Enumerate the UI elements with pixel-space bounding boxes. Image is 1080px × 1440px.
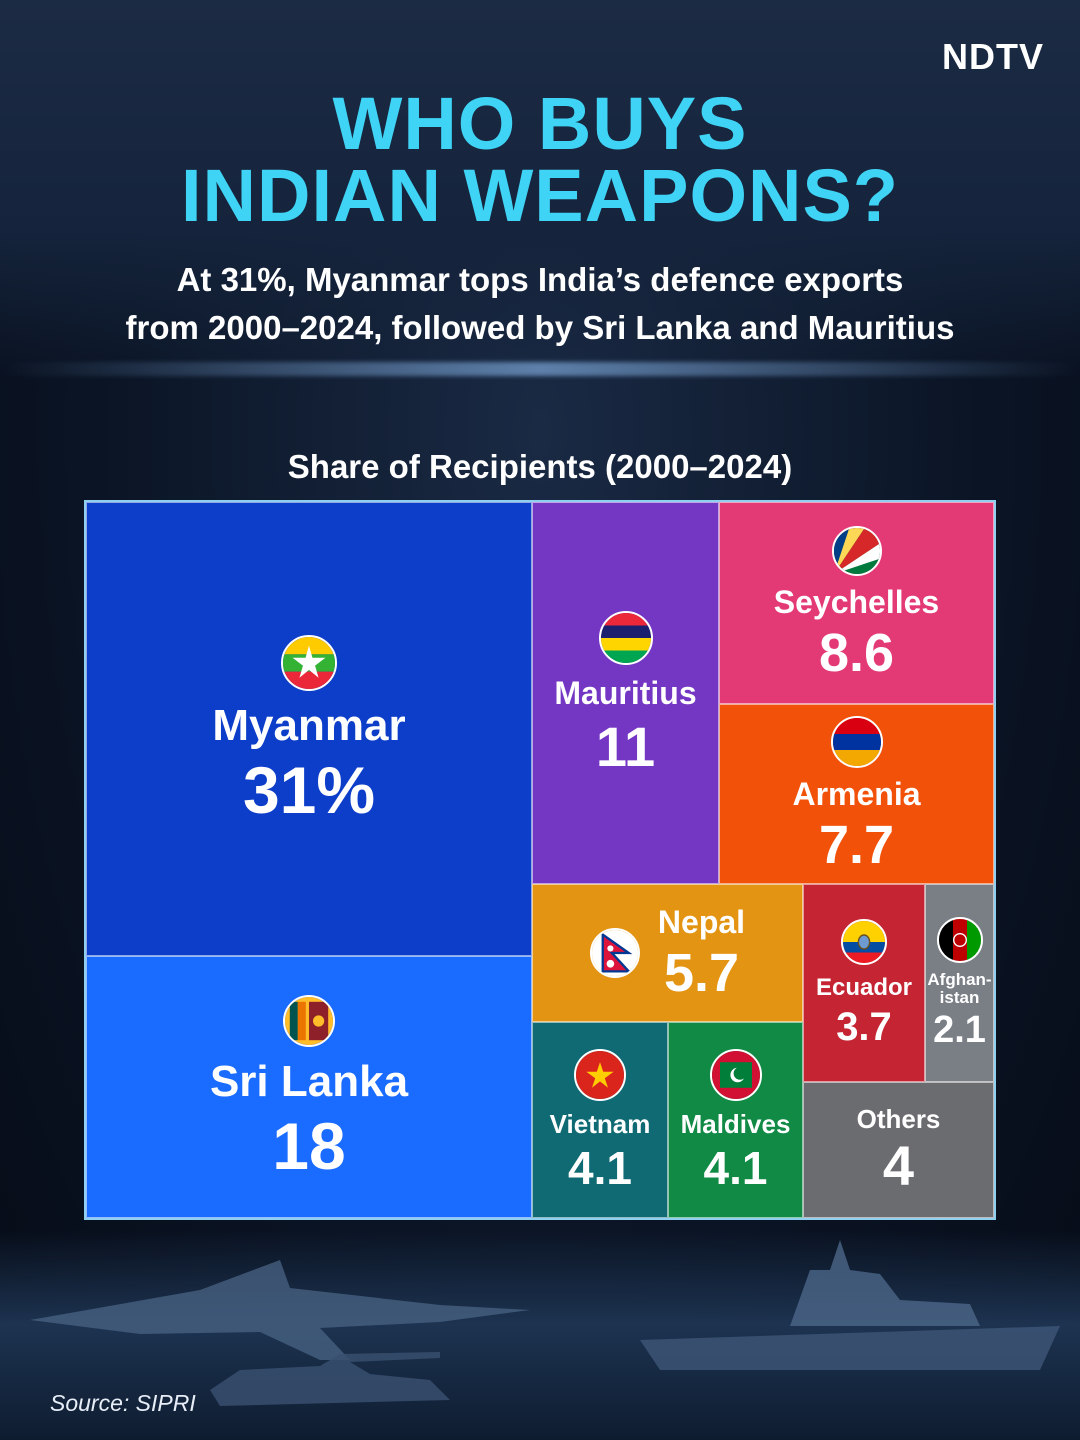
tile-value: 4.1 <box>568 1141 632 1194</box>
tile-label: Vietnam <box>549 1109 651 1140</box>
tile-others: Others 4 <box>803 1082 994 1218</box>
tile-text: Sri Lanka 18 <box>209 1056 409 1184</box>
tile-value: 4 <box>882 1133 915 1197</box>
tile-text: Nepal 5.7 <box>658 906 745 1000</box>
tile-label: Sri Lanka <box>209 1056 409 1106</box>
tile-ecuador: Ecuador 3.7 <box>803 884 925 1082</box>
page-title: WHO BUYS INDIAN WEAPONS? <box>0 82 1080 237</box>
tile-value: 18 <box>272 1109 346 1184</box>
tile-text: Maldives 4.1 <box>680 1109 791 1194</box>
tile-label: Myanmar <box>212 700 406 750</box>
ecuador-flag-icon <box>841 919 887 966</box>
tile-afghan-istan: Afghan- istan 2.1 <box>925 884 994 1082</box>
tile-sri-lanka: Sri Lanka 18 <box>86 956 532 1218</box>
tile-label: Mauritius <box>554 675 697 712</box>
title-line-1: WHO BUYS <box>332 82 748 165</box>
tile-myanmar: Myanmar 31% <box>86 502 532 956</box>
tile-maldives: Maldives 4.1 <box>668 1022 803 1218</box>
tile-value: 2.1 <box>933 1008 986 1051</box>
tile-label: Seychelles <box>773 584 940 621</box>
subtitle-line-2: from 2000–2024, followed by Sri Lanka an… <box>125 309 955 346</box>
tile-label: Others <box>856 1104 941 1135</box>
myanmar-flag-icon <box>281 634 337 691</box>
seychelles-flag-icon <box>831 526 882 577</box>
tile-armenia: Armenia 7.7 <box>719 704 994 884</box>
armenia-flag-icon <box>830 716 883 769</box>
mauritius-flag-icon <box>598 611 653 666</box>
maldives-flag-icon <box>709 1049 762 1102</box>
treemap-chart: Myanmar 31% Sri Lanka 18 Mauritius 11 Seychell… <box>84 500 996 1220</box>
tile-text: Armenia 7.7 <box>792 778 920 872</box>
tile-label: Ecuador <box>815 974 913 1002</box>
source-note: Source: SIPRI <box>50 1390 196 1416</box>
tile-seychelles: Seychelles 8.6 <box>719 502 994 704</box>
tile-text: Mauritius 11 <box>554 677 696 775</box>
ndtv-logo: NDTV <box>942 36 1044 77</box>
tile-text: Myanmar 31% <box>212 700 406 828</box>
tile-nepal: Nepal 5.7 <box>532 884 803 1022</box>
tile-text: Vietnam 4.1 <box>549 1109 651 1194</box>
tile-value: 11 <box>595 714 656 778</box>
tile-text: Ecuador 3.7 <box>816 975 912 1046</box>
page-subtitle: At 31%, Myanmar tops India’s defence exp… <box>0 256 1080 352</box>
tile-label: Afghan- istan <box>927 970 992 1007</box>
subtitle-line-1: At 31%, Myanmar tops India’s defence exp… <box>176 261 904 298</box>
fighter-jet-silhouette <box>30 1260 530 1360</box>
tile-value: 3.7 <box>836 1004 892 1049</box>
vietnam-flag-icon <box>574 1049 626 1102</box>
chart-title: Share of Recipients (2000–2024) <box>287 448 793 485</box>
tile-value: 5.7 <box>663 942 740 1003</box>
tile-vietnam: Vietnam 4.1 <box>532 1022 668 1218</box>
sri-lanka-flag-icon <box>283 994 335 1047</box>
tile-text: Others 4 <box>856 1104 941 1197</box>
header-glow-line <box>0 362 1080 376</box>
tile-text: Seychelles 8.6 <box>774 586 939 680</box>
tile-label: Maldives <box>680 1109 791 1140</box>
title-line-2: INDIAN WEAPONS? <box>181 154 899 237</box>
tile-value: 7.7 <box>818 814 895 875</box>
tile-value: 31% <box>242 753 376 828</box>
tank-silhouette <box>210 1352 450 1406</box>
tile-value: 8.6 <box>818 622 895 683</box>
afghanistan-flag-icon <box>936 917 983 964</box>
tile-text: Afghan- istan 2.1 <box>927 971 991 1049</box>
header-background <box>0 0 1080 380</box>
tile-label: Armenia <box>792 776 921 813</box>
warship-silhouette <box>640 1240 1060 1370</box>
tile-label: Nepal <box>657 904 746 941</box>
tile-mauritius: Mauritius 11 <box>532 502 719 884</box>
nepal-flag-icon <box>589 928 640 978</box>
tile-value: 4.1 <box>703 1141 768 1194</box>
